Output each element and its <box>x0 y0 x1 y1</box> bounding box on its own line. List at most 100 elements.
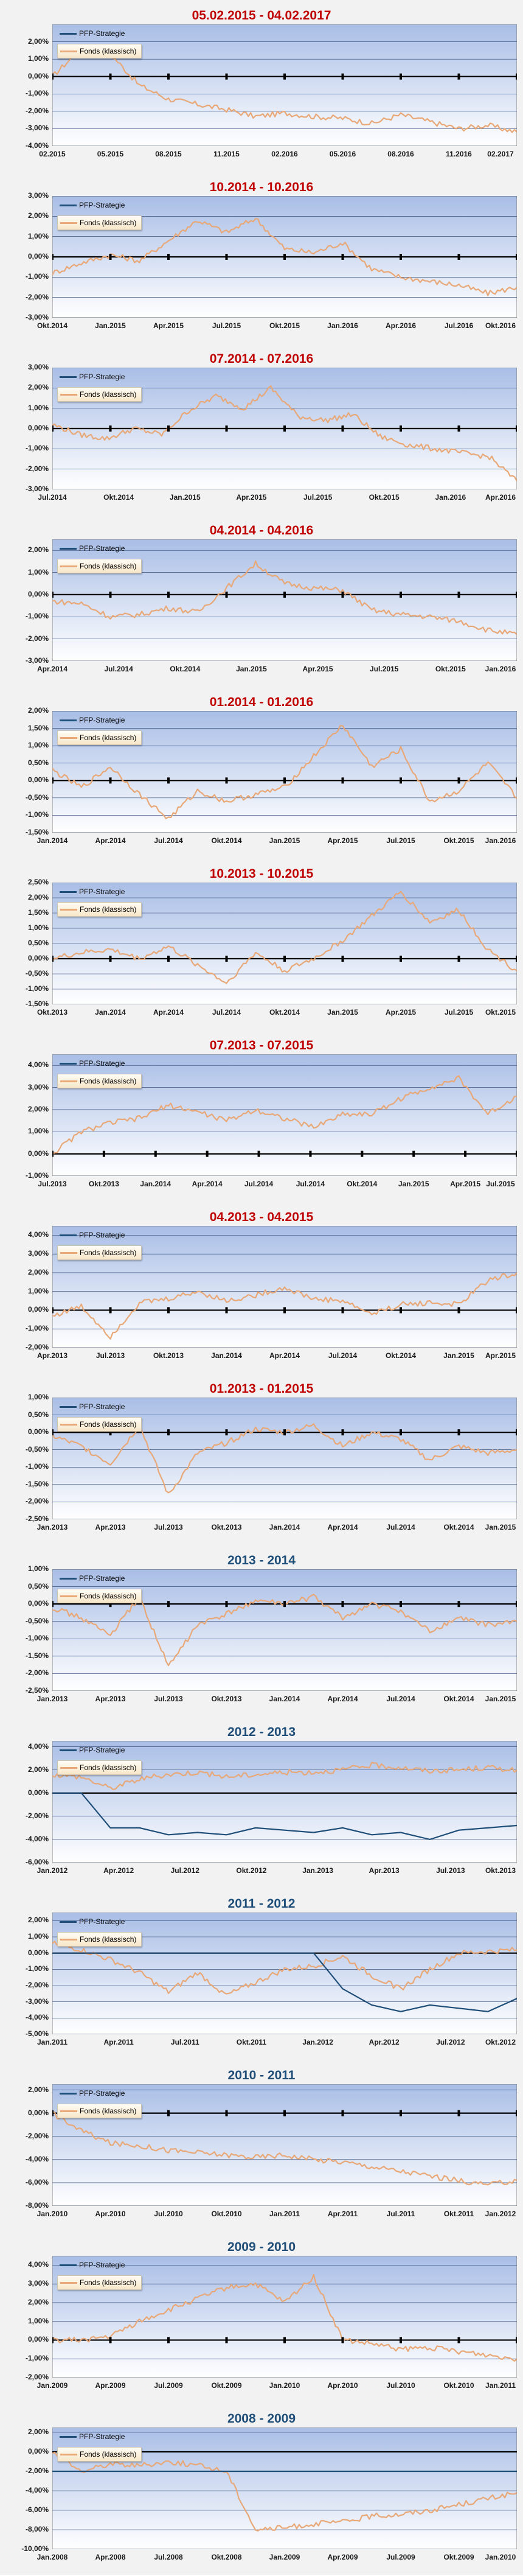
legend-label-fonds: Fonds (klassisch) <box>80 905 137 914</box>
y-tick-label: -4,00% <box>25 141 49 150</box>
chart-title: 2012 - 2013 <box>227 1725 296 1739</box>
pfp-marker <box>341 1429 344 1436</box>
pfp-marker <box>400 1307 402 1314</box>
legend-swatch-pfp <box>60 1405 77 1408</box>
x-tick-label: Jan.2015 <box>95 321 126 330</box>
y-tick-label: 2,00% <box>27 211 49 220</box>
chart-title: 04.2014 - 04.2016 <box>209 523 314 537</box>
y-tick-label: -5,00% <box>25 2029 49 2038</box>
legend-label-pfp: PFP-Strategie <box>79 716 125 724</box>
x-tick-label: Jan.2013 <box>302 1866 333 1875</box>
chart-title: 10.2014 - 10.2016 <box>209 180 314 194</box>
legend-label-fonds: Fonds (klassisch) <box>80 1077 137 1085</box>
legend: PFP-Strategie Fonds (klassisch) <box>57 1572 142 1607</box>
y-tick-label: -2,00% <box>25 1343 49 1351</box>
legend-label-pfp: PFP-Strategie <box>79 373 125 381</box>
y-tick-label: 2,00% <box>27 545 49 555</box>
pfp-marker <box>52 956 54 962</box>
y-tick-label: 0,00% <box>27 589 49 598</box>
x-tick-label: Apr.2015 <box>485 1351 516 1360</box>
legend-item-pfp: PFP-Strategie <box>57 2087 142 2100</box>
chart-title: 05.02.2015 - 04.02.2017 <box>192 9 331 23</box>
legend-swatch-fonds <box>60 50 77 52</box>
y-tick-label: 0,00% <box>27 1305 49 1314</box>
pfp-marker <box>457 73 460 80</box>
legend-swatch-fonds <box>60 737 77 739</box>
x-tick-label: Jan.2008 <box>36 2553 68 2561</box>
x-tick-label: Okt.2012 <box>236 1866 267 1875</box>
x-tick-label: Jan.2014 <box>140 1180 171 1188</box>
series-line-fonds <box>52 47 517 133</box>
y-tick-label: -6,00% <box>25 2177 49 2186</box>
legend-swatch-fonds <box>60 2281 77 2284</box>
chart-panel: 04.2014 - 04.2016 2,00% 1,00% 0,00% -1,00% -2… <box>0 515 523 687</box>
pfp-marker <box>167 425 170 432</box>
y-tick-label: 0,00% <box>27 2108 49 2117</box>
pfp-marker <box>400 1429 402 1436</box>
legend-label-fonds: Fonds (klassisch) <box>80 390 137 399</box>
y-tick-label: 2,50% <box>27 878 49 886</box>
x-tick-label: Jan.2014 <box>269 1523 300 1531</box>
legend: PFP-Strategie Fonds (klassisch) <box>57 2087 142 2122</box>
chart-panel: 07.2013 - 07.2015 4,00% 3,00% 2,00% 1,00% 0,0… <box>0 1030 523 1202</box>
y-tick-label: -4,00% <box>25 1834 49 1843</box>
x-tick-label: Apr.2010 <box>327 2381 358 2390</box>
x-tick-label: Jul.2014 <box>154 836 183 845</box>
y-tick-label: 2,00% <box>27 893 49 901</box>
y-tick-label: 3,00% <box>27 191 49 200</box>
y-tick-label: 1,00% <box>27 1286 49 1295</box>
x-tick-label: Jul.2014 <box>38 493 67 502</box>
y-tick-label: 3,00% <box>27 2279 49 2288</box>
x-tick-label: Apr.2012 <box>103 1866 134 1875</box>
y-tick-label: 2,00% <box>27 37 49 46</box>
legend-swatch-pfp <box>60 1234 77 1236</box>
series-line-fonds <box>52 2273 517 2362</box>
y-tick-label: 1,00% <box>27 567 49 576</box>
pfp-marker <box>283 1429 286 1436</box>
x-tick-label: Jul.2014 <box>104 665 133 673</box>
y-tick-label: -8,00% <box>25 2525 49 2533</box>
pfp-marker <box>52 1429 54 1436</box>
legend-swatch-pfp <box>60 719 77 721</box>
y-tick-label: 1,00% <box>27 403 49 412</box>
pfp-marker <box>309 1150 312 1157</box>
y-tick-label: 0,00% <box>27 1149 49 1158</box>
legend-swatch-pfp <box>60 547 77 550</box>
y-tick-label: -6,00% <box>25 2505 49 2514</box>
y-tick-label: 0,50% <box>27 1581 49 1591</box>
y-tick-label: -1,50% <box>25 1651 49 1660</box>
pfp-marker <box>109 73 112 80</box>
pfp-marker <box>457 425 460 432</box>
legend-label-pfp: PFP-Strategie <box>79 2089 125 2098</box>
pfp-marker <box>341 1601 344 1608</box>
legend-label-pfp: PFP-Strategie <box>79 2432 125 2441</box>
legend-label-fonds: Fonds (klassisch) <box>80 219 137 227</box>
legend-label-pfp: PFP-Strategie <box>79 1917 125 1926</box>
pfp-marker <box>167 591 170 598</box>
pfp-marker <box>516 1150 517 1157</box>
pfp-marker <box>283 956 286 962</box>
pfp-marker <box>167 73 170 80</box>
chart-title: 10.2013 - 10.2015 <box>209 867 314 881</box>
legend-item-fonds: Fonds (klassisch) <box>57 1417 142 1432</box>
x-tick-label: Jul.2014 <box>386 1695 415 1703</box>
pfp-marker <box>400 254 402 260</box>
chart-panel: 05.02.2015 - 04.02.2017 2,00% 1,00% 0,00% -1… <box>0 0 523 172</box>
pfp-marker <box>52 1150 54 1157</box>
y-tick-label: -2,00% <box>25 292 49 301</box>
y-tick-label: -4,00% <box>25 2013 49 2022</box>
x-tick-label: Jan.2013 <box>36 1523 68 1531</box>
x-tick-label: Okt.2014 <box>269 1008 300 1017</box>
y-tick-label: -1,00% <box>25 612 49 621</box>
y-tick-label: 0,00% <box>27 775 49 785</box>
x-tick-label: Jul.2014 <box>386 1523 415 1531</box>
legend-swatch-fonds <box>60 1766 77 1769</box>
pfp-marker <box>167 254 170 260</box>
x-tick-label: Apr.2014 <box>269 1351 300 1360</box>
y-tick-label: 1,00% <box>27 1932 49 1941</box>
pfp-marker <box>109 2337 112 2343</box>
x-tick-label: Jan.2010 <box>485 2553 516 2561</box>
legend-swatch-fonds <box>60 1251 77 1254</box>
chart-title: 2009 - 2010 <box>227 2240 296 2254</box>
pfp-marker <box>109 1601 112 1608</box>
